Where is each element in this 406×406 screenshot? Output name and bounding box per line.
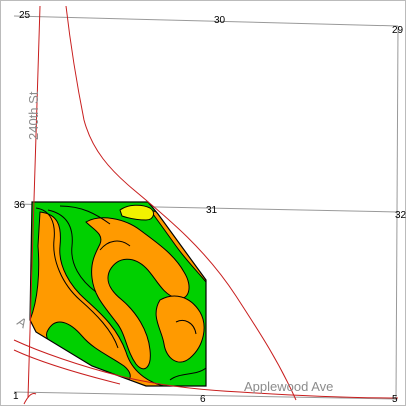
roads: [13, 5, 399, 405]
soil-unit-orange-east[interactable]: [155, 295, 205, 363]
soil-unit-orange-central[interactable]: [85, 217, 190, 370]
section-number: 6: [200, 394, 206, 405]
soil-boundaries: [35, 205, 206, 381]
road-diagonal: [65, 5, 297, 401]
section-number: 29: [392, 25, 404, 36]
section-line-east: [395, 25, 399, 401]
section-number: 32: [395, 210, 406, 221]
road-applewood-ave: [13, 339, 399, 399]
section-line-south: [13, 391, 397, 400]
section-number: 1: [13, 391, 19, 402]
section-number: 36: [14, 200, 26, 211]
road-240th-st: [27, 5, 41, 399]
road-label-240th-st: 240th St: [26, 91, 41, 140]
road-secondary: [13, 349, 121, 385]
soil-unit-yellow[interactable]: [119, 204, 154, 221]
section-number: 31: [206, 205, 218, 216]
section-number: 5: [392, 394, 398, 405]
road-stub: [23, 393, 37, 405]
section-number: 30: [214, 15, 226, 26]
section-numbers: 25 30 29 36 31 32 1 6 5: [13, 10, 406, 405]
soil-map-unit-area[interactable]: [29, 201, 207, 392]
section-line-north: [13, 15, 399, 27]
section-number: 25: [19, 10, 31, 21]
road-label-applewood-ave: Applewood Ave: [244, 379, 333, 394]
